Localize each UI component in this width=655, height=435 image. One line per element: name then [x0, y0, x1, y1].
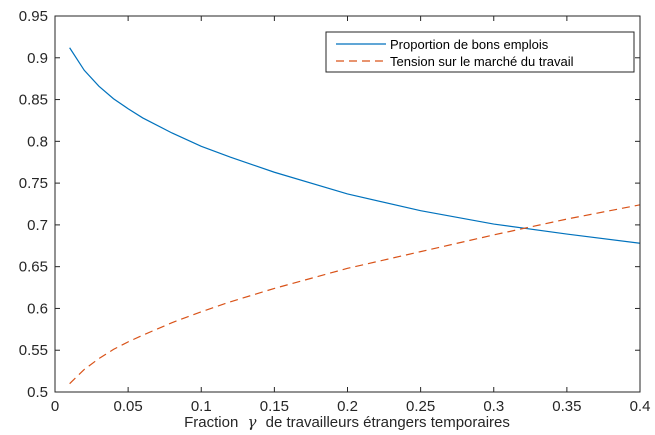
x-tick-label: 0.15 — [260, 398, 289, 415]
y-tick-label: 0.6 — [27, 300, 48, 317]
x-tick-label: 0.4 — [630, 398, 651, 415]
legend-box — [325, 31, 635, 73]
legend: Proportion de bons emplois Tension sur le… — [325, 31, 635, 73]
y-tick-label: 0.5 — [27, 384, 48, 401]
x-tick-label: 0.25 — [406, 398, 435, 415]
y-tick-label: 0.8 — [27, 133, 48, 150]
x-tick-label: 0.1 — [191, 398, 212, 415]
y-tick-label: 0.55 — [19, 342, 48, 359]
x-tick-label: 0.3 — [483, 398, 504, 415]
y-tick-label: 0.7 — [27, 217, 48, 234]
series-line-1 — [69, 47, 641, 244]
x-axis-label-prefix: Fraction — [184, 414, 238, 431]
x-axis-label-suffix: de travailleurs étrangers temporaires — [266, 414, 510, 431]
x-tick-label: 0.05 — [114, 398, 143, 415]
tick-marks — [54, 15, 641, 393]
y-tick-label: 0.75 — [19, 175, 48, 192]
legend-label-1: Proportion de bons emplois — [390, 37, 549, 52]
y-tick-label: 0.9 — [27, 50, 48, 67]
x-tick-label: 0.2 — [337, 398, 358, 415]
legend-label-2: Tension sur le marché du travail — [390, 54, 574, 69]
y-tick-label: 0.65 — [19, 259, 48, 276]
tick-labels: 0 0.05 0.1 0.15 0.2 0.25 0.3 0.35 0.4 0.5 0.55 0.6 0… — [19, 8, 651, 415]
x-axis-label-symbol: γ — [247, 413, 256, 431]
y-tick-label: 0.85 — [19, 92, 48, 109]
y-tick-label: 0.95 — [19, 8, 48, 25]
x-axis-label: Fraction γ de travailleurs étrangers tem… — [184, 413, 510, 431]
x-tick-label: 0 — [51, 398, 59, 415]
x-tick-label: 0.35 — [552, 398, 581, 415]
plot-area — [69, 47, 641, 385]
series-line-2 — [69, 204, 641, 385]
